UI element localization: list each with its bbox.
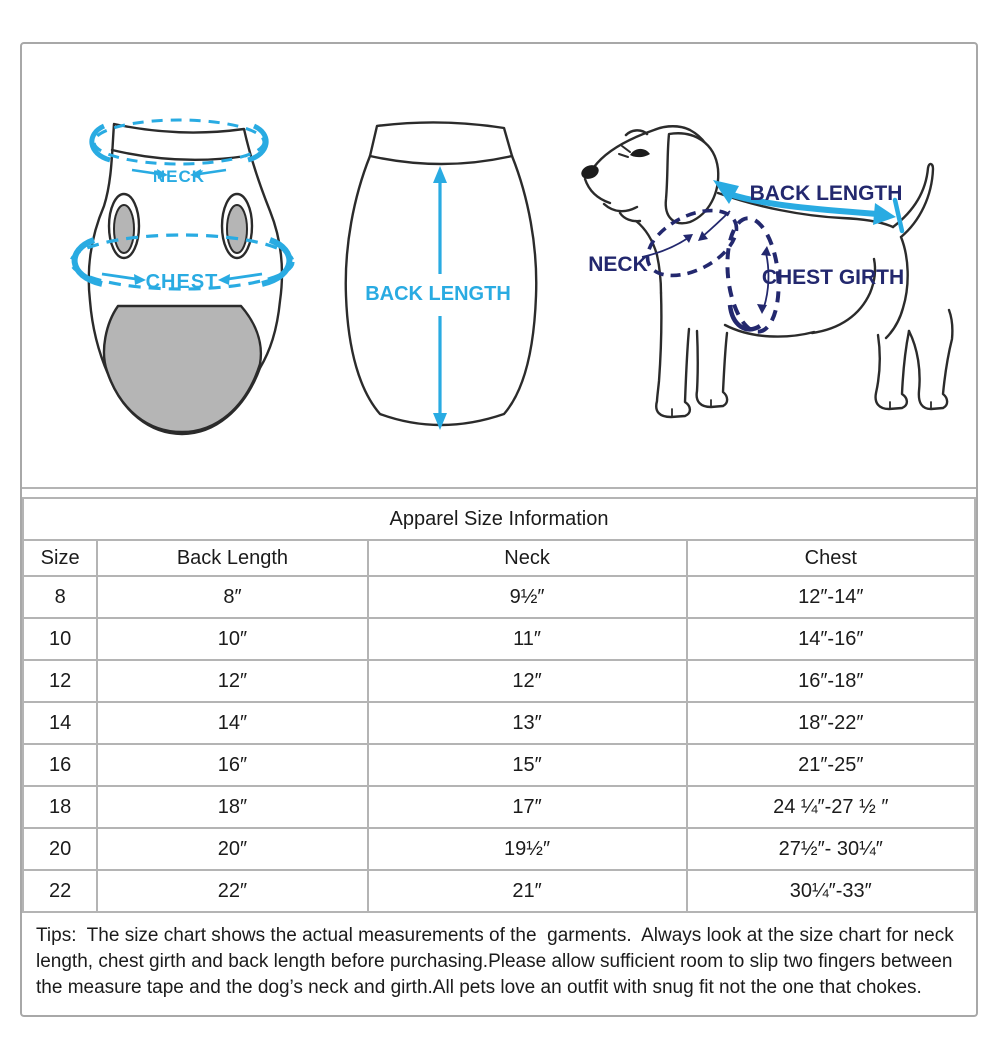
table-cell: 18″ xyxy=(96,785,369,829)
table-row: 16 16″ 15″ 21″-25″ xyxy=(21,743,977,787)
size-table: Apparel Size Information Size Back Length… xyxy=(21,497,977,913)
table-cell: 19½″ xyxy=(366,827,688,871)
table-cell: 16″-18″ xyxy=(685,659,977,703)
table-cell: 24 ¼″-27 ½ ″ xyxy=(685,785,977,829)
table-cell: 13″ xyxy=(366,701,688,745)
table-row: 10 10″ 11″ 14″-16″ xyxy=(21,617,977,661)
table-cell: 20 xyxy=(21,827,99,871)
tips-text: The size chart shows the actual measurem… xyxy=(36,925,959,999)
back-length-label: BACK LENGTH xyxy=(365,283,511,305)
table-cell: 21″-25″ xyxy=(685,743,977,787)
dog-back-length-label: BACK LENGTH xyxy=(750,182,903,205)
table-cell: 22 xyxy=(21,869,99,913)
table-cell: 27½″- 30¼″ xyxy=(685,827,977,871)
table-cell: 17″ xyxy=(366,785,688,829)
measurement-illustrations: NECK CHEST BACK LENGTH xyxy=(22,44,976,489)
table-cell: 12″ xyxy=(96,659,369,703)
table-title-row: Apparel Size Information xyxy=(22,497,976,541)
table-cell: 18 xyxy=(21,785,99,829)
front-neck-label: NECK xyxy=(153,167,205,186)
size-table-body: 8 8″ 9½″ 12″-14″ 10 10″ 11″ 14″-16″ 12 12″ 12″ 16″-… xyxy=(21,575,977,913)
table-cell: 21″ xyxy=(366,869,688,913)
spacer xyxy=(22,489,976,497)
table-cell: 20″ xyxy=(96,827,369,871)
column-header-back-length: Back Length xyxy=(96,539,369,577)
size-table-header-row: Size Back Length Neck Chest xyxy=(21,539,977,577)
table-cell: 15″ xyxy=(366,743,688,787)
table-cell: 8″ xyxy=(96,575,369,619)
table-row: 22 22″ 21″ 30¼″-33″ xyxy=(21,869,977,913)
size-chart-frame: NECK CHEST BACK LENGTH xyxy=(20,42,978,1017)
column-header-size: Size xyxy=(21,539,99,577)
dog-neck-label: NECK xyxy=(588,253,648,276)
table-cell: 8 xyxy=(21,575,99,619)
table-cell: 9½″ xyxy=(366,575,688,619)
table-cell: 16 xyxy=(21,743,99,787)
table-cell: 12 xyxy=(21,659,99,703)
table-row: 8 8″ 9½″ 12″-14″ xyxy=(21,575,977,619)
table-cell: 12″-14″ xyxy=(685,575,977,619)
table-title: Apparel Size Information xyxy=(22,497,976,541)
table-cell: 22″ xyxy=(96,869,369,913)
table-row: 14 14″ 13″ 18″-22″ xyxy=(21,701,977,745)
table-cell: 11″ xyxy=(366,617,688,661)
table-cell: 16″ xyxy=(96,743,369,787)
column-header-neck: Neck xyxy=(366,539,688,577)
tips-section: Tips: The size chart shows the actual me… xyxy=(22,913,976,1014)
column-header-chest: Chest xyxy=(685,539,977,577)
dog-measurement-diagram: BACK LENGTH NECK CHEST GIRTH xyxy=(581,125,954,419)
table-cell: 14″-16″ xyxy=(685,617,977,661)
table-cell: 14″ xyxy=(96,701,369,745)
table-row: 20 20″ 19½″ 27½″- 30¼″ xyxy=(21,827,977,871)
front-chest-label: CHEST xyxy=(146,271,219,293)
table-cell: 10″ xyxy=(96,617,369,661)
table-cell: 18″-22″ xyxy=(685,701,977,745)
tips-label: Tips: xyxy=(36,925,77,946)
table-cell: 10 xyxy=(21,617,99,661)
table-cell: 12″ xyxy=(366,659,688,703)
garment-back-diagram: BACK LENGTH xyxy=(344,121,538,430)
table-row: 12 12″ 12″ 16″-18″ xyxy=(21,659,977,703)
garment-front-diagram: NECK CHEST xyxy=(69,118,295,436)
table-cell: 14 xyxy=(21,701,99,745)
table-row: 18 18″ 17″ 24 ¼″-27 ½ ″ xyxy=(21,785,977,829)
table-cell: 30¼″-33″ xyxy=(685,869,977,913)
dog-chest-girth-label: CHEST GIRTH xyxy=(762,266,904,289)
